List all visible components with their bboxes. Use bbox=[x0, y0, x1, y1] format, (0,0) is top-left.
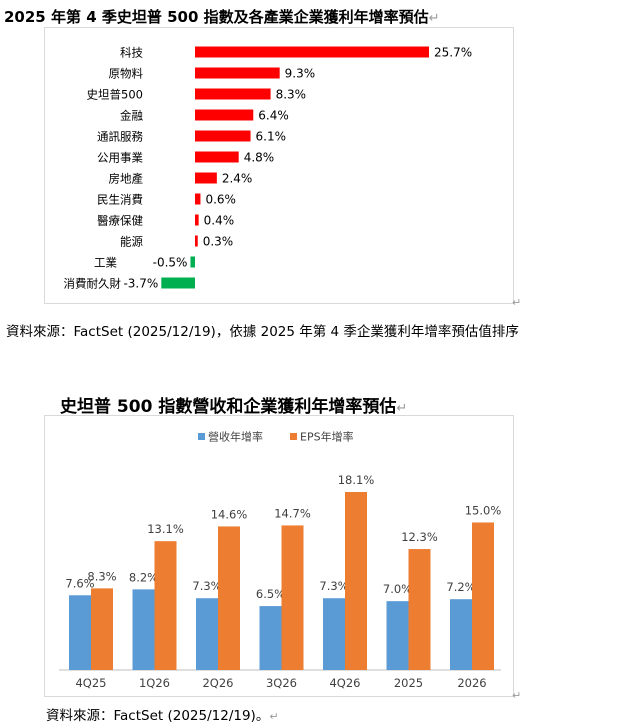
chart1-value-label: -0.5% bbox=[153, 256, 188, 270]
revenue-value-label: 7.3% bbox=[192, 579, 221, 593]
revenue-bar bbox=[132, 589, 155, 670]
chart2-category-label: 2026 bbox=[457, 676, 486, 690]
chart1-category-label: 金融 bbox=[120, 109, 143, 123]
eps-value-label: 13.1% bbox=[147, 522, 184, 536]
revenue-bar bbox=[69, 595, 91, 670]
chart1-bar bbox=[195, 235, 198, 247]
chart1-bar bbox=[195, 67, 280, 79]
revenue-value-label: 7.0% bbox=[383, 582, 412, 596]
chart2-category-label: 4Q25 bbox=[75, 676, 106, 690]
chart1-bar bbox=[190, 256, 195, 268]
chart1-frame: 科技 25.7% 原物料 9.3% 史坦普500 8.3% 金融 6.4% 通訊服務 6.1% 公用… bbox=[44, 27, 514, 304]
chart1-category-label: 工業 bbox=[94, 256, 117, 270]
revenue-bar bbox=[259, 606, 282, 670]
chart1-bar bbox=[195, 172, 217, 184]
chart1-category-label: 消費耐久財 bbox=[64, 277, 122, 291]
chart1-value-label: 6.1% bbox=[256, 130, 287, 144]
chart2-title: 史坦普 500 指數營收和企業獲利年增率預估↵ bbox=[60, 397, 408, 417]
chart1-category-label: 能源 bbox=[120, 235, 143, 249]
chart2-category-label: 2Q26 bbox=[202, 676, 233, 690]
chart1-value-label: 0.6% bbox=[205, 193, 236, 207]
eps-bar bbox=[281, 525, 304, 670]
eps-value-label: 15.0% bbox=[465, 503, 502, 517]
chart1-bar bbox=[161, 277, 195, 289]
chart1-category-label: 公用事業 bbox=[97, 151, 143, 165]
revenue-value-label: 7.3% bbox=[319, 579, 348, 593]
chart2-category-label: 3Q26 bbox=[266, 676, 297, 690]
chart1-category-label: 史坦普500 bbox=[87, 88, 143, 102]
chart1-value-label: 25.7% bbox=[434, 46, 472, 60]
chart2-category-label: 2025 bbox=[394, 676, 423, 690]
chart1-category-label: 科技 bbox=[120, 46, 143, 60]
legend-eps-label: EPS年增率 bbox=[300, 430, 354, 444]
eps-bar bbox=[408, 549, 431, 670]
eps-value-label: 12.3% bbox=[401, 530, 438, 544]
chart2-source: 資料來源：FactSet (2025/12/19)。↵ bbox=[46, 708, 279, 724]
chart1-category-label: 原物料 bbox=[109, 67, 144, 81]
legend-revenue-swatch bbox=[198, 433, 205, 440]
return-mark-icon: ↵ bbox=[396, 401, 408, 416]
chart2-category-label: 4Q26 bbox=[329, 676, 360, 690]
return-mark-icon: ↵ bbox=[269, 710, 279, 723]
revenue-value-label: 7.6% bbox=[65, 576, 94, 590]
eps-bar bbox=[472, 522, 494, 670]
chart1-bar bbox=[195, 130, 251, 142]
chart1-value-label: 6.4% bbox=[258, 109, 289, 123]
chart1-bar bbox=[195, 46, 429, 58]
eps-bar bbox=[91, 588, 113, 670]
eps-bar bbox=[218, 526, 240, 670]
chart2-category-label: 1Q26 bbox=[139, 676, 170, 690]
eps-value-label: 14.7% bbox=[274, 506, 311, 520]
revenue-bar bbox=[323, 598, 345, 670]
chart1-category-label: 民生消費 bbox=[97, 193, 143, 207]
chart1-category-label: 醫療保健 bbox=[97, 214, 143, 228]
eps-value-label: 18.1% bbox=[338, 473, 375, 487]
chart1-category-label: 房地產 bbox=[109, 172, 144, 186]
chart1-value-label: -3.7% bbox=[123, 277, 158, 291]
revenue-bar bbox=[196, 598, 218, 670]
revenue-bar bbox=[450, 599, 472, 670]
chart1-value-label: 2.4% bbox=[222, 172, 253, 186]
eps-value-label: 14.6% bbox=[211, 507, 248, 521]
revenue-value-label: 7.2% bbox=[446, 580, 475, 594]
chart2-svg: 營收年增率 EPS年增率 7.6%8.3% 4Q25 8.2% 13.1% 1Q26 7.3%… bbox=[59, 430, 502, 690]
chart1-bar bbox=[195, 151, 239, 163]
chart1-value-label: 0.4% bbox=[204, 214, 235, 228]
return-mark-icon: ↵ bbox=[512, 296, 522, 309]
chart2-frame: 營收年增率 EPS年增率 7.6% 8.3% 4Q25 8.2% 13.1% 1Q26 7.3%… bbox=[44, 415, 514, 697]
revenue-value-label: 8.2% bbox=[129, 570, 158, 584]
chart1-value-label: 0.3% bbox=[203, 235, 234, 249]
chart1-title: 2025 年第 4 季史坦普 500 指數及各產業企業獲利年增率預估↵ bbox=[4, 8, 440, 26]
chart1-source: 資料來源：FactSet (2025/12/19)，依據 2025 年第 4 季… bbox=[6, 324, 519, 340]
chart1-bar bbox=[195, 214, 199, 226]
chart1-bar bbox=[195, 193, 201, 205]
eps-bar bbox=[154, 541, 177, 670]
chart1-value-label: 8.3% bbox=[276, 88, 307, 102]
chart1-value-label: 4.8% bbox=[244, 151, 275, 165]
eps-bar bbox=[345, 492, 367, 670]
chart1-category-label: 通訊服務 bbox=[97, 130, 143, 144]
revenue-value-label: 6.5% bbox=[256, 587, 285, 601]
return-mark-icon: ↵ bbox=[428, 11, 440, 26]
chart1-svg: 科技 25.7% 原物料 9.3% 史坦普500 8.3% 金融 6.4% 通訊服務 6.1% 公用… bbox=[64, 46, 473, 291]
chart1-value-label: 9.3% bbox=[285, 67, 316, 81]
chart1-bar bbox=[195, 88, 271, 100]
legend-revenue-label: 營收年增率 bbox=[208, 430, 263, 444]
eps-value-label: 8.3% bbox=[87, 569, 116, 583]
chart1-bar bbox=[195, 109, 254, 121]
legend-eps-swatch bbox=[290, 433, 297, 440]
return-mark-icon: ↵ bbox=[512, 689, 522, 702]
revenue-bar bbox=[386, 601, 409, 670]
